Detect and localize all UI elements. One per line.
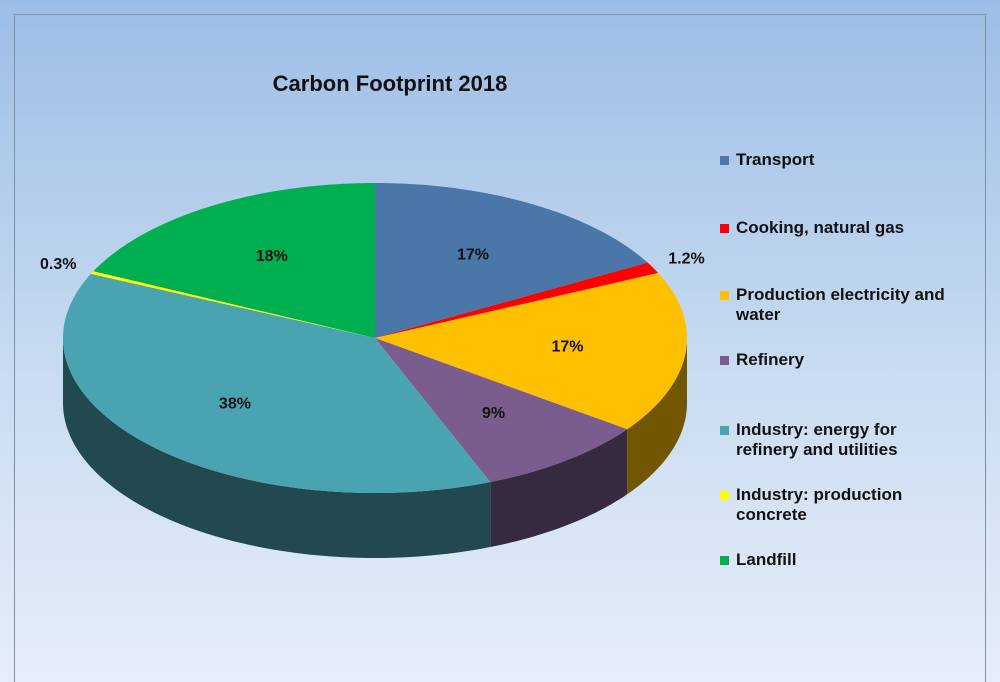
- slice: [375, 272, 687, 430]
- legend-item: Industry: energy for refinery and utilit…: [720, 420, 950, 460]
- legend-label: Industry: energy for refinery and utilit…: [736, 420, 898, 459]
- legend-item: Transport: [720, 150, 950, 170]
- legend-label: Transport: [736, 150, 815, 169]
- legend-label: Cooking, natural gas: [736, 218, 905, 237]
- legend-swatch: [720, 426, 729, 435]
- legend-swatch: [720, 356, 729, 365]
- slice-side: [490, 429, 628, 548]
- slice-side: [627, 338, 687, 495]
- data-label: 17%: [457, 246, 489, 263]
- legend-swatch: [720, 224, 729, 233]
- legend-swatch: [720, 556, 729, 565]
- legend-label: Refinery: [736, 350, 805, 369]
- legend-label: Industry: production concrete: [736, 485, 903, 524]
- legend-swatch: [720, 291, 729, 300]
- legend-swatch: [720, 156, 729, 165]
- data-label: 17%: [551, 339, 583, 356]
- slice: [375, 262, 659, 338]
- data-label: 9%: [482, 405, 505, 422]
- legend-item: Refinery: [720, 350, 950, 370]
- legend-item: Industry: production concrete: [720, 485, 950, 525]
- slice: [93, 183, 376, 338]
- slice-side: [63, 338, 491, 558]
- legend-swatch: [720, 491, 729, 500]
- legend-item: Production electricity and water: [720, 285, 950, 325]
- legend-label: Production electricity and water: [736, 285, 945, 324]
- slice: [90, 271, 375, 338]
- slice: [375, 183, 648, 338]
- chart-frame: [14, 14, 986, 682]
- data-label: 18%: [256, 248, 288, 265]
- data-label: 0.3%: [40, 256, 76, 273]
- slice: [375, 338, 628, 483]
- slice: [63, 273, 491, 493]
- chart-title: Carbon Footprint 2018: [273, 71, 508, 96]
- data-label: 1.2%: [668, 251, 704, 268]
- data-label: 38%: [219, 396, 251, 413]
- legend-label: Landfill: [736, 550, 797, 569]
- legend-item: Landfill: [720, 550, 950, 570]
- legend-item: Cooking, natural gas: [720, 218, 950, 238]
